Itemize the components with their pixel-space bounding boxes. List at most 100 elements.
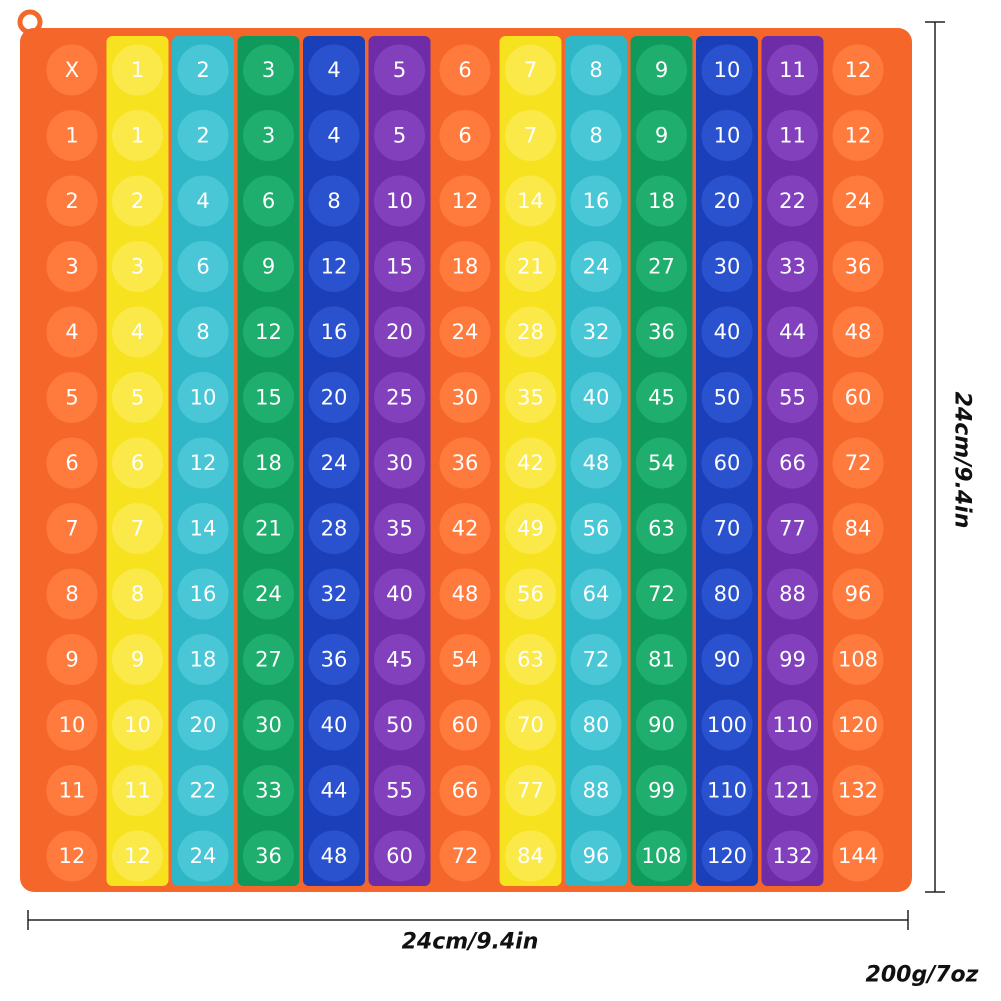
cell-number: 14 (190, 517, 217, 541)
pop-bubble (305, 500, 363, 557)
cell-number: 10 (714, 124, 741, 148)
cell-number: 11 (124, 779, 151, 803)
pop-bubble (305, 172, 363, 230)
cell-number: 108 (838, 648, 878, 672)
cell-number: 110 (707, 779, 747, 803)
pop-bubble (633, 827, 690, 885)
pop-bubble (371, 565, 428, 623)
pop-bubble (436, 303, 494, 361)
cell-number: 14 (517, 189, 544, 213)
pop-bubble (829, 565, 887, 623)
pop-bubble (764, 696, 821, 754)
pop-bubble (174, 565, 232, 623)
cell-number: 5 (393, 58, 406, 82)
pop-bubble (764, 41, 821, 99)
pop-bubble (240, 303, 297, 361)
pop-bubble (502, 303, 559, 361)
pop-bubble (633, 696, 690, 754)
cell-number: 99 (648, 779, 675, 803)
pop-bubble (502, 500, 559, 557)
cell-number: 8 (327, 189, 340, 213)
cell-number: 132 (838, 779, 878, 803)
pop-bubble (240, 107, 297, 164)
weight-label: 200g/7oz (866, 963, 979, 988)
pop-bubble (436, 631, 494, 688)
pop-bubble (502, 238, 559, 295)
pop-bubble (502, 565, 559, 623)
cell-number: 77 (517, 779, 544, 803)
pop-bubble (174, 107, 232, 164)
pop-bubble (633, 369, 690, 426)
pop-bubble (502, 107, 559, 164)
cell-number: 30 (452, 386, 479, 410)
cell-number: 35 (386, 517, 413, 541)
pop-bubble (502, 696, 559, 754)
pop-bubble (174, 631, 232, 688)
pop-bubble (305, 238, 363, 295)
pop-bubble (43, 762, 101, 819)
pop-bubble (829, 434, 887, 492)
pop-bubble (567, 762, 625, 819)
pop-bubble (305, 631, 363, 688)
pop-bubble (43, 41, 101, 99)
cell-number: 9 (65, 648, 78, 672)
pop-bubble (240, 41, 297, 99)
pop-bubble (567, 369, 625, 426)
pop-bubble (43, 696, 101, 754)
cell-number: 96 (583, 844, 610, 868)
cell-number: 42 (517, 451, 544, 475)
cell-number: 12 (845, 58, 872, 82)
pop-bubble (633, 172, 690, 230)
pop-bubble (829, 238, 887, 295)
cell-number: 24 (452, 320, 479, 344)
cell-number: 18 (255, 451, 282, 475)
pop-bubble (829, 500, 887, 557)
pop-bubble (436, 369, 494, 426)
pop-bubble (240, 369, 297, 426)
cell-number: 24 (190, 844, 217, 868)
pop-bubble (174, 827, 232, 885)
pop-bubble (436, 434, 494, 492)
pop-bubble (371, 303, 428, 361)
cell-number: 36 (321, 648, 348, 672)
cell-number: 11 (779, 124, 806, 148)
cell-number: 12 (255, 320, 282, 344)
cell-number: 88 (583, 779, 610, 803)
pop-bubble (305, 762, 363, 819)
cell-number: 24 (845, 189, 872, 213)
cell-number: 18 (452, 255, 479, 279)
pop-bubble (502, 369, 559, 426)
cell-number: 121 (772, 779, 812, 803)
pop-bubble (305, 41, 363, 99)
pop-bubble (633, 41, 690, 99)
pop-bubble (109, 631, 166, 688)
pop-bubble (240, 696, 297, 754)
pop-bubble (371, 500, 428, 557)
cell-number: 54 (452, 648, 479, 672)
cell-number: 81 (648, 648, 675, 672)
cell-number: 48 (321, 844, 348, 868)
pop-bubble (43, 107, 101, 164)
cell-number: 10 (124, 713, 151, 737)
pop-bubble (436, 500, 494, 557)
pop-bubble (567, 500, 625, 557)
cell-number: 4 (65, 320, 78, 344)
cell-number: 15 (386, 255, 413, 279)
pop-bubble (698, 500, 756, 557)
pop-bubble (240, 565, 297, 623)
pop-bubble (305, 696, 363, 754)
cell-number: 120 (707, 844, 747, 868)
pop-bubble (698, 565, 756, 623)
pop-bubble (764, 172, 821, 230)
cell-number: 54 (648, 451, 675, 475)
pop-bubble (502, 434, 559, 492)
pop-bubble (829, 696, 887, 754)
pop-bubble (371, 696, 428, 754)
cell-number: 18 (190, 648, 217, 672)
cell-number: 21 (255, 517, 282, 541)
cell-number: 30 (255, 713, 282, 737)
cell-number: 16 (190, 582, 217, 606)
pop-bubble (174, 41, 232, 99)
cell-number: 2 (65, 189, 78, 213)
cell-number: 70 (517, 713, 544, 737)
